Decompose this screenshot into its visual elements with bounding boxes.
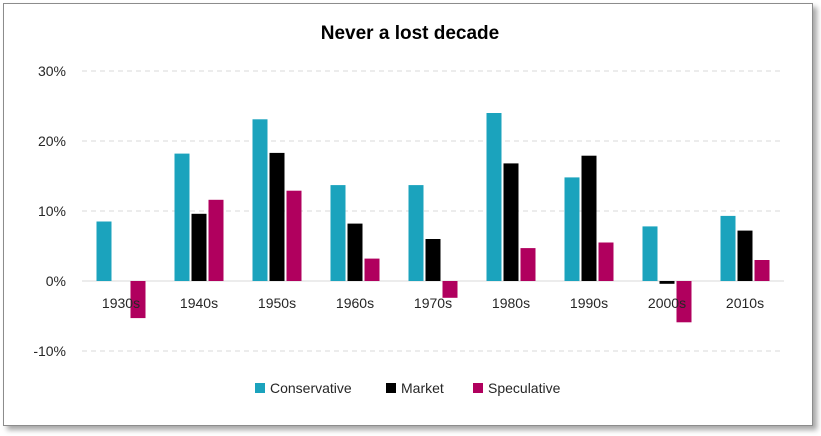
bar-market-2010s [737,230,753,281]
x-tick-label: 1970s [414,295,452,311]
x-tick-label: 2000s [648,295,686,311]
bar-market-1960s [347,223,363,281]
bar-speculative-2000s [676,281,692,323]
x-tick-label: 1980s [492,295,530,311]
bar-speculative-1940s [208,199,224,281]
bar-speculative-1980s [520,248,536,281]
y-tick-label: 20% [38,133,66,149]
x-tick-label: 1960s [336,295,374,311]
bar-conservative-1930s [96,221,112,281]
legend: Conservative Market Speculative [255,380,561,396]
chart-frame [3,3,813,426]
bar-market-1980s [503,163,519,281]
legend-swatch-market [386,383,396,393]
bar-speculative-1930s [130,281,146,319]
legend-swatch-speculative [473,383,483,393]
bar-speculative-2010s [754,260,770,281]
y-axis-ticks: -10% 0% 10% 20% 30% [33,63,66,359]
y-tick-label: 10% [38,203,66,219]
bar-market-2000s [659,281,675,284]
chart-title: Never a lost decade [321,23,499,44]
bar-speculative-1960s [364,258,380,281]
legend-label-market: Market [401,380,444,396]
x-tick-label: 1950s [258,295,296,311]
bar-speculative-1970s [442,281,458,298]
bar-conservative-2000s [642,226,658,281]
bar-market-1990s [581,155,597,281]
gridlines [82,70,784,352]
y-tick-label: -10% [33,343,66,359]
bar-conservative-1990s [564,177,580,281]
bar-conservative-1950s [252,119,268,281]
bar-conservative-1980s [486,113,502,281]
x-tick-label: 1940s [180,295,218,311]
x-tick-label: 2010s [726,295,764,311]
bar-conservative-1960s [330,185,346,281]
y-tick-label: 0% [46,273,66,289]
bars [96,113,770,323]
bar-market-1940s [191,213,207,281]
bar-speculative-1950s [286,190,302,281]
bar-conservative-1970s [408,185,424,281]
bar-market-1950s [269,152,285,281]
y-tick-label: 30% [38,63,66,79]
legend-swatch-conservative [255,383,265,393]
bar-speculative-1990s [598,242,614,281]
legend-label-speculative: Speculative [488,380,561,396]
legend-label-conservative: Conservative [270,380,352,396]
x-tick-label: 1930s [102,295,140,311]
bar-market-1970s [425,239,441,281]
bar-conservative-1940s [174,153,190,281]
x-axis-ticks: 1930s 1940s 1950s 1960s 1970s 1980s 1990s 2000s… [102,295,764,311]
bar-conservative-2010s [720,215,736,281]
x-tick-label: 1990s [570,295,608,311]
